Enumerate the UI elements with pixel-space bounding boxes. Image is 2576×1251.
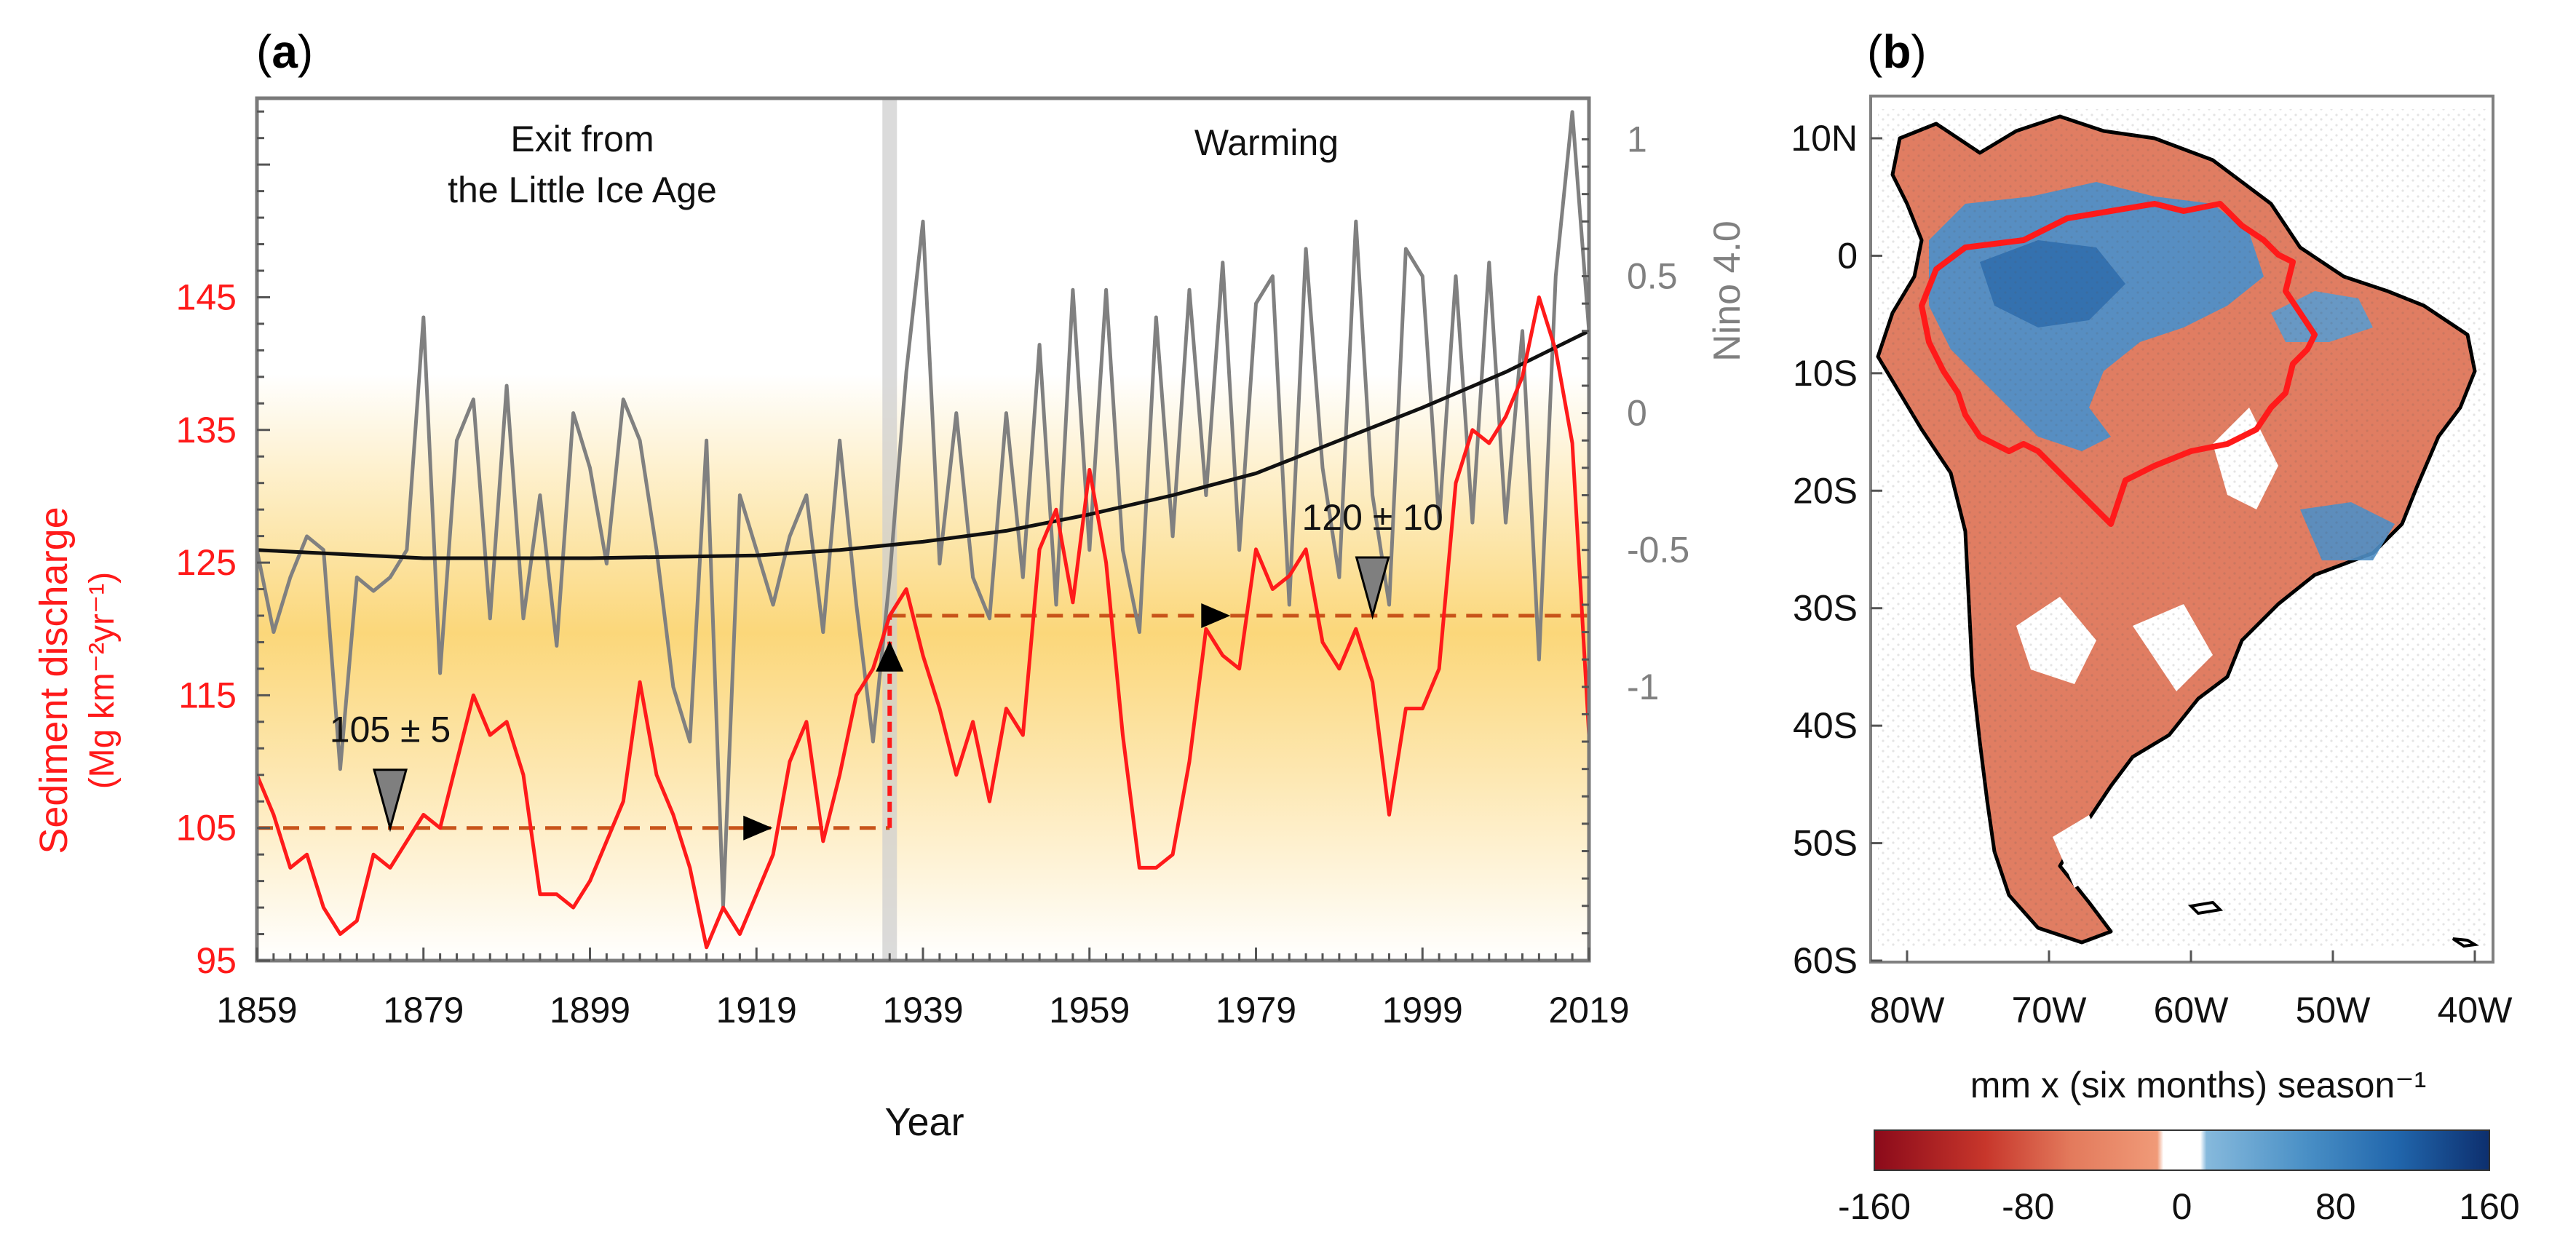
y-tick-label-right: 1 xyxy=(1627,119,1647,159)
era-label-exit: Exit from xyxy=(510,119,654,159)
y-tick-label-left: 135 xyxy=(176,410,237,450)
x-tick-label: 1979 xyxy=(1216,990,1296,1030)
x-tick-label: 1879 xyxy=(383,990,464,1030)
lon-tick-label: 60W xyxy=(2154,990,2230,1030)
x-tick-label: 1899 xyxy=(550,990,630,1030)
x-tick-label: 1919 xyxy=(716,990,797,1030)
annotation-label-2: 120 ± 10 xyxy=(1301,497,1443,538)
x-axis-title: Year xyxy=(884,1100,964,1144)
lat-tick-label: 20S xyxy=(1793,470,1858,511)
lat-tick-label: 40S xyxy=(1793,705,1858,746)
marker-arrow-right-1 xyxy=(743,815,773,841)
x-tick-label: 2019 xyxy=(1548,990,1629,1030)
annotation-marker-2 xyxy=(1355,556,1390,620)
island-falklands xyxy=(2187,900,2224,916)
lon-tick-label: 70W xyxy=(2012,990,2088,1030)
panel-b-map: (b) 10N 0 10S 20S 30S 40S 50S 60S 80W 70W 60W 50W 4… xyxy=(1791,25,2519,1227)
panel-b-label: (b) xyxy=(1867,25,1927,78)
y-tick-label-left: 115 xyxy=(178,675,237,715)
y-tick-label-right: -0.5 xyxy=(1627,530,1689,571)
y-tick-label-right: 0 xyxy=(1627,393,1647,434)
regime-shift-band xyxy=(882,98,897,961)
annotation-marker-1 xyxy=(373,769,408,833)
y-tick-label-right: -1 xyxy=(1627,667,1659,707)
x-tick-label: 1999 xyxy=(1382,990,1463,1030)
colorbar-tick-label: 160 xyxy=(2459,1186,2519,1227)
nino-index-line xyxy=(257,110,1589,908)
y-tick-label-left: 95 xyxy=(196,940,237,981)
panel-a-chart: (a) Exit from the Little Ice Age Warming… xyxy=(32,25,1748,1144)
y-tick-label-left: 105 xyxy=(176,808,237,849)
x-tick-label: 1939 xyxy=(882,990,963,1030)
amazon-basin-outline xyxy=(1919,201,2318,527)
y-tick-label-left: 145 xyxy=(176,277,237,317)
panel-a-label: (a) xyxy=(256,25,313,78)
marker-arrow-right-3 xyxy=(1201,603,1231,628)
lat-tick-label: 50S xyxy=(1793,823,1858,864)
lon-tick-label: 40W xyxy=(2438,990,2513,1030)
annotation-label-1: 105 ± 5 xyxy=(330,710,451,750)
y-tick-label-right: 0.5 xyxy=(1627,256,1678,297)
colorbar-tick-label: 80 xyxy=(2315,1186,2356,1227)
y-tick-label-left: 125 xyxy=(176,542,237,583)
lat-tick-label: 30S xyxy=(1793,588,1858,629)
island-south-georgia xyxy=(2452,937,2479,948)
colorbar-tick-label: -160 xyxy=(1838,1186,1911,1227)
lat-tick-label: 60S xyxy=(1793,940,1858,981)
era-label-warming: Warming xyxy=(1194,122,1339,163)
colorbar xyxy=(1874,1129,2490,1171)
x-tick-label: 1959 xyxy=(1049,990,1130,1030)
y-axis-title-left: Sediment discharge xyxy=(32,507,76,854)
lat-tick-label: 10S xyxy=(1793,353,1858,394)
lat-tick-label: 10N xyxy=(1791,118,1858,159)
colorbar-title: mm x (six months) season⁻¹ xyxy=(1970,1065,2427,1105)
colorbar-tick-label: 0 xyxy=(2172,1186,2192,1227)
marker-arrow-up-2 xyxy=(876,640,904,672)
nino-trend-line xyxy=(257,329,1589,560)
era-label-exit-line2: the Little Ice Age xyxy=(448,170,717,210)
lon-tick-label: 80W xyxy=(1870,990,1946,1030)
lat-tick-label: 0 xyxy=(1837,235,1858,276)
colorbar-tick-label: -80 xyxy=(2002,1186,2054,1227)
x-tick-label: 1859 xyxy=(216,990,297,1030)
significance-stipple xyxy=(1878,109,2486,946)
sediment-discharge-line xyxy=(257,295,1589,950)
y-axis-title-left-units: (Mg km⁻²yr⁻¹) xyxy=(83,572,122,790)
y-axis-title-right: Nino 4.0 xyxy=(1706,221,1748,362)
lon-tick-label: 50W xyxy=(2296,990,2371,1030)
